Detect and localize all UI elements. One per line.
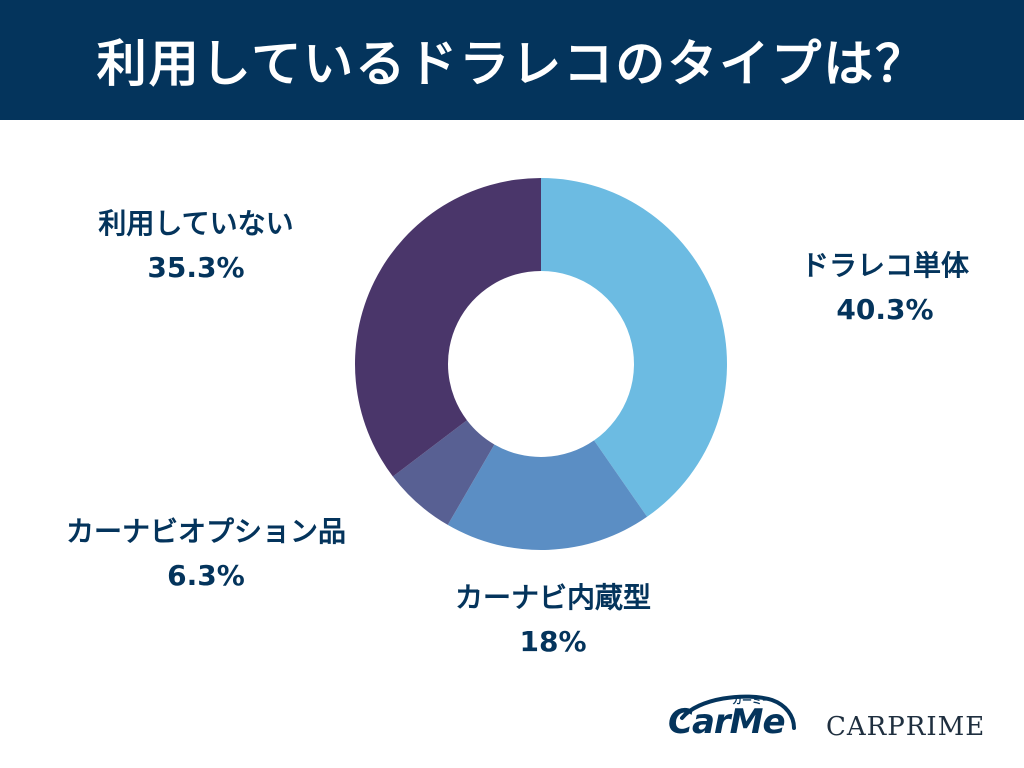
slice-name-navi-option: カーナビオプション品 xyxy=(65,515,347,548)
slice-label-navi-option: カーナビオプション品 6.3% xyxy=(66,510,346,598)
donut-slice-standalone xyxy=(541,178,727,517)
slice-label-standalone: ドラレコ単体 40.3% xyxy=(801,244,969,332)
slice-label-navi-builtin: カーナビ内蔵型 18% xyxy=(455,576,651,664)
slice-name-navi-builtin: カーナビ内蔵型 xyxy=(454,581,652,614)
slice-value-navi-builtin: 18% xyxy=(519,625,587,658)
slice-value-navi-option: 6.3% xyxy=(167,559,245,592)
slice-label-not-using: 利用していない 35.3% xyxy=(98,202,293,290)
donut-slice-not-using xyxy=(355,178,541,477)
page-title: 利用しているドラレコのタイプは？ xyxy=(96,35,928,93)
slice-value-standalone: 40.3% xyxy=(836,293,934,326)
slice-name-not-using: 利用していない xyxy=(98,207,294,240)
slice-value-not-using: 35.3% xyxy=(147,251,245,284)
carme-kana: カーミー xyxy=(732,696,772,707)
donut-slice-navi-option xyxy=(392,420,495,525)
title-banner: 利用しているドラレコのタイプは？ xyxy=(0,0,1024,120)
donut-slice-navi-builtin xyxy=(447,440,648,550)
slice-name-standalone: ドラレコ単体 xyxy=(800,249,970,282)
carprime-logo: CARPRIME xyxy=(826,712,986,742)
car-outline-icon xyxy=(680,694,796,730)
carme-logo: CarMe カーミー xyxy=(668,688,798,748)
carme-wordmark: CarMe xyxy=(668,702,786,742)
